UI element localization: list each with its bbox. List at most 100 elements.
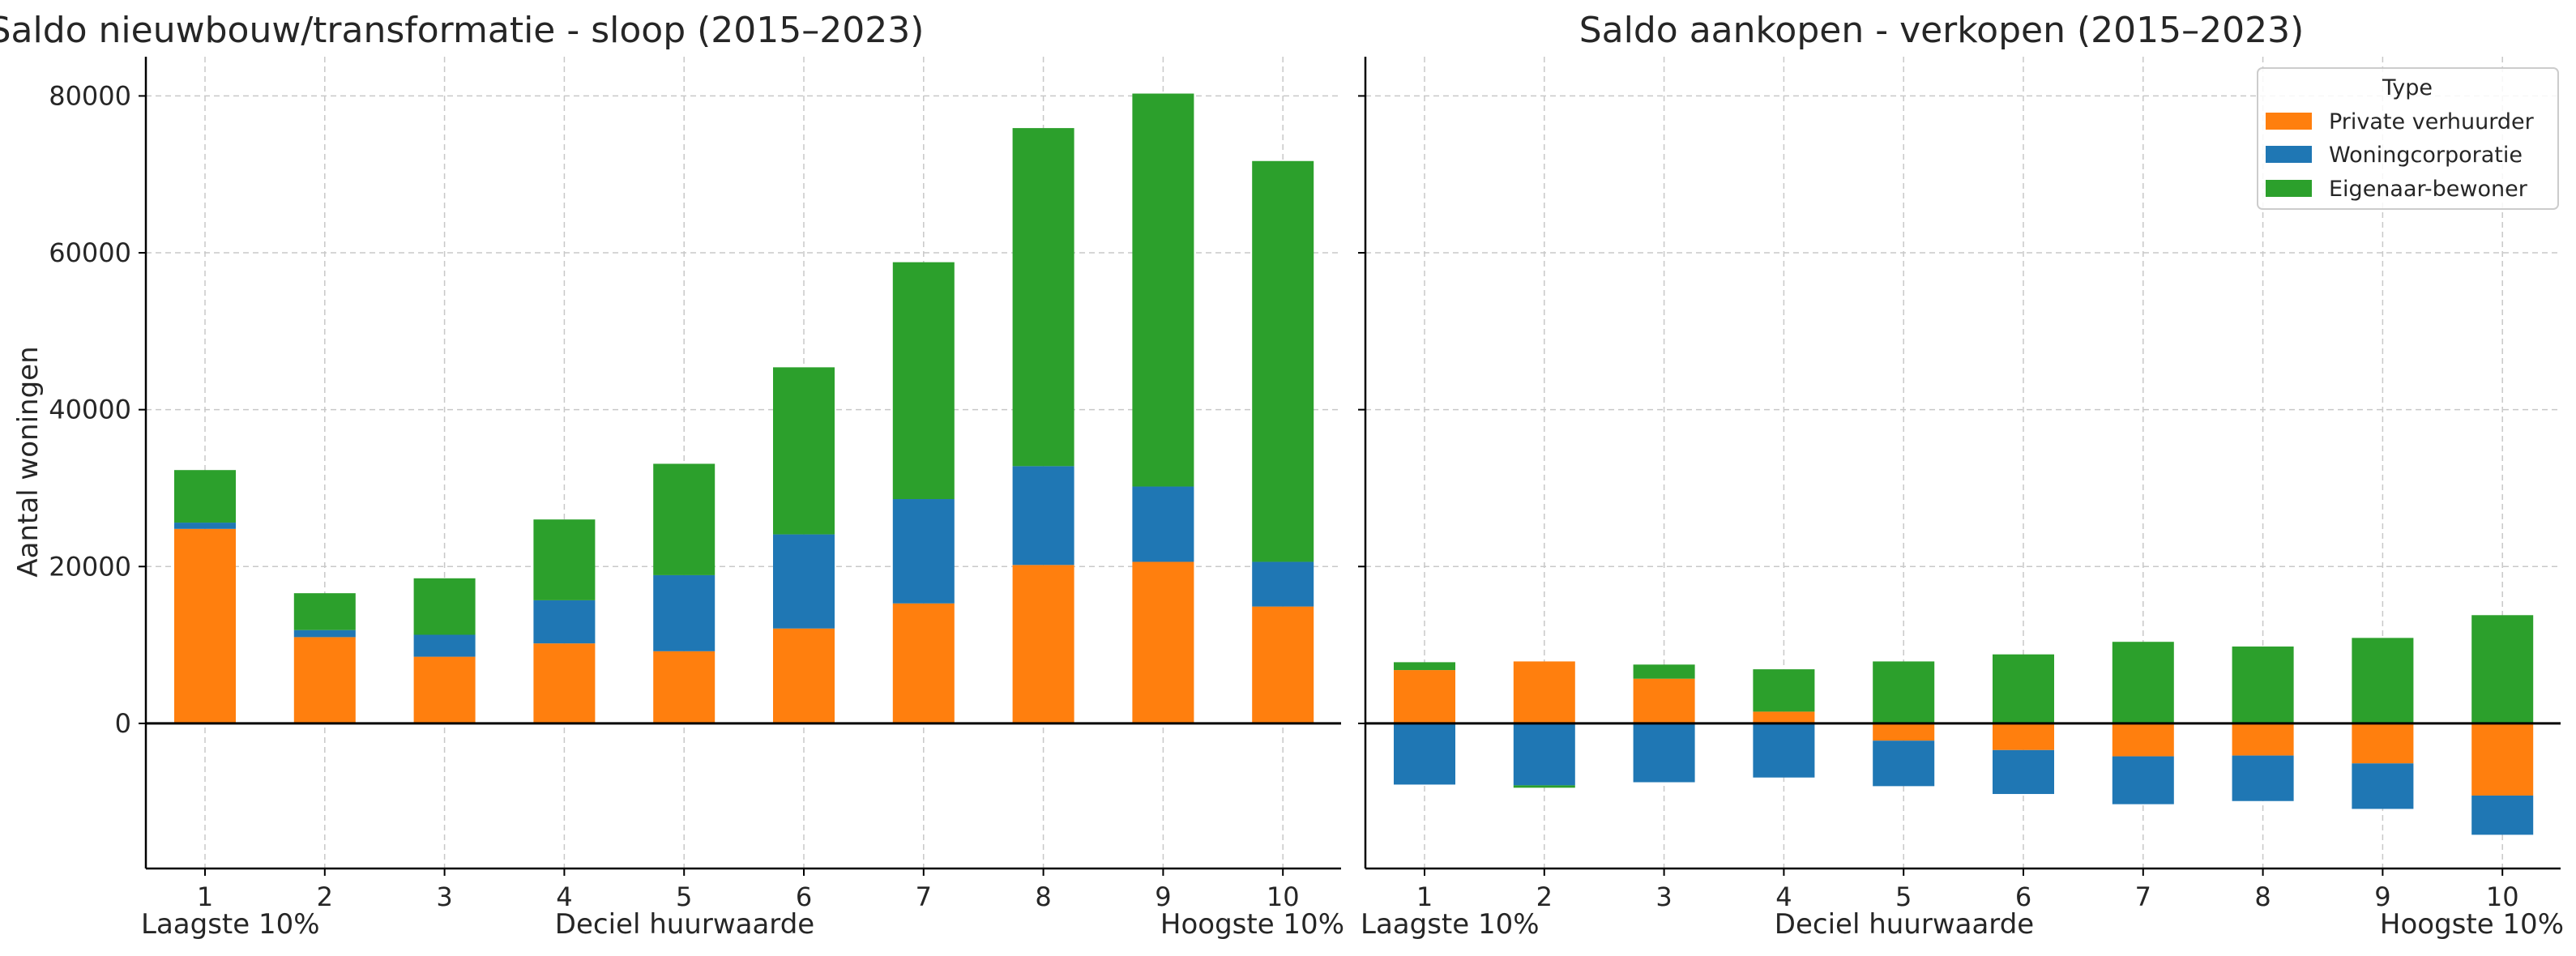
bar-woningcorporatie-decile-9 <box>2352 763 2414 809</box>
bar-private-verhuurder-decile-1 <box>174 528 236 723</box>
bar-woningcorporatie-decile-5 <box>653 574 716 651</box>
bar-private-verhuurder-decile-2 <box>293 637 356 723</box>
bar-eigenaar-bewoner-decile-7 <box>2112 642 2174 723</box>
bar-eigenaar-bewoner-decile-9 <box>1132 93 1194 487</box>
bar-private-verhuurder-decile-3 <box>1633 678 1695 723</box>
bar-private-verhuurder-decile-4 <box>533 643 596 723</box>
left-chart-bars <box>174 93 1314 723</box>
right-chart-title: Saldo aankopen - verkopen (2015–2023) <box>1579 10 2305 51</box>
left-chart-panel: 1 2 3 4 5 6 7 8 9 10 0 20000 40000 60000 80000 Saldo … <box>0 10 1344 941</box>
bar-woningcorporatie-decile-7 <box>2112 756 2174 804</box>
bar-private-verhuurder-decile-9 <box>2352 723 2414 764</box>
bar-eigenaar-bewoner-decile-5 <box>1873 661 1935 723</box>
x-tick-label: 6 <box>796 881 812 912</box>
bar-woningcorporatie-decile-1 <box>1394 723 1455 785</box>
right-chart-bars <box>1394 615 2534 835</box>
bar-private-verhuurder-decile-4 <box>1753 711 1815 723</box>
bar-eigenaar-bewoner-decile-4 <box>1753 669 1815 712</box>
left-chart-grid <box>146 57 1341 869</box>
legend-item-eigenaar-bewoner: Eigenaar-bewoner <box>2266 177 2528 202</box>
bar-woningcorporatie-decile-9 <box>1132 486 1194 562</box>
bar-private-verhuurder-decile-5 <box>1873 723 1935 741</box>
bar-eigenaar-bewoner-decile-3 <box>413 578 476 635</box>
right-chart-x-low-label: Laagste 10% <box>1361 908 1540 941</box>
y-tick-label: 20000 <box>49 551 131 582</box>
x-tick-label: 10 <box>1267 881 1300 912</box>
right-chart-x-ticks: 1 2 3 4 5 6 7 8 9 10 <box>1416 869 2519 912</box>
bar-private-verhuurder-decile-6 <box>1993 723 2054 750</box>
left-chart-x-ticks: 1 2 3 4 5 6 7 8 9 10 <box>197 869 1300 912</box>
left-chart-x-axis-label: Deciel huurwaarde <box>555 908 814 941</box>
bar-private-verhuurder-decile-8 <box>2232 723 2294 756</box>
bar-woningcorporatie-decile-4 <box>1753 723 1815 778</box>
x-tick-label: 4 <box>1775 881 1792 912</box>
bar-eigenaar-bewoner-decile-1 <box>1394 662 1455 671</box>
bar-woningcorporatie-decile-1 <box>174 523 236 529</box>
left-chart-title: Saldo nieuwbouw/transformatie - sloop (2… <box>0 10 924 51</box>
bar-eigenaar-bewoner-decile-10 <box>1252 160 1314 562</box>
x-tick-label: 3 <box>436 881 452 912</box>
bar-eigenaar-bewoner-decile-10 <box>2471 615 2534 723</box>
bar-woningcorporatie-decile-4 <box>533 600 596 644</box>
bar-woningcorporatie-decile-10 <box>2471 795 2534 835</box>
y-tick-label: 40000 <box>49 395 131 425</box>
bar-woningcorporatie-decile-6 <box>1993 749 2054 795</box>
x-tick-label: 7 <box>916 881 932 912</box>
bar-eigenaar-bewoner-decile-4 <box>533 519 596 600</box>
x-tick-label: 4 <box>556 881 572 912</box>
bar-eigenaar-bewoner-decile-8 <box>1012 128 1074 467</box>
bar-woningcorporatie-decile-3 <box>1633 723 1695 783</box>
right-chart-panel: 1 2 3 4 5 6 7 8 9 10 Saldo aankopen - verkopen (2… <box>1358 10 2564 941</box>
legend-label-eigenaar-bewoner: Eigenaar-bewoner <box>2329 177 2528 202</box>
bar-private-verhuurder-decile-10 <box>1252 606 1314 723</box>
x-tick-label: 8 <box>1035 881 1051 912</box>
bar-eigenaar-bewoner-decile-6 <box>773 367 835 535</box>
bar-woningcorporatie-decile-2 <box>293 630 356 638</box>
legend: Type Private verhuurder Woningcorporatie… <box>2257 67 2559 210</box>
legend-swatch-woningcorporatie <box>2266 146 2312 163</box>
bar-eigenaar-bewoner-decile-5 <box>653 463 716 575</box>
x-tick-label: 9 <box>1155 881 1171 912</box>
bar-woningcorporatie-decile-7 <box>892 499 955 604</box>
legend-item-woningcorporatie: Woningcorporatie <box>2266 143 2523 168</box>
bar-private-verhuurder-decile-6 <box>773 628 835 723</box>
bar-eigenaar-bewoner-decile-8 <box>2232 647 2294 723</box>
bar-private-verhuurder-decile-9 <box>1132 561 1194 723</box>
legend-swatch-eigenaar-bewoner <box>2266 180 2312 197</box>
x-tick-label: 5 <box>1895 881 1912 912</box>
right-chart-x-high-label: Hoogste 10% <box>2380 908 2564 941</box>
legend-label-woningcorporatie: Woningcorporatie <box>2329 143 2523 168</box>
x-tick-label: 5 <box>676 881 692 912</box>
bar-woningcorporatie-decile-2 <box>1513 723 1575 786</box>
bar-woningcorporatie-decile-3 <box>413 634 476 657</box>
legend-frame <box>2257 67 2559 210</box>
legend-label-private-verhuurder: Private verhuurder <box>2329 109 2535 134</box>
legend-swatch-private-verhuurder <box>2266 113 2312 130</box>
bar-eigenaar-bewoner-decile-6 <box>1993 654 2054 723</box>
x-tick-label: 3 <box>1655 881 1672 912</box>
bar-eigenaar-bewoner-decile-2 <box>293 593 356 630</box>
x-tick-label: 2 <box>1536 881 1553 912</box>
bar-private-verhuurder-decile-7 <box>2112 723 2174 757</box>
bar-private-verhuurder-decile-3 <box>413 656 476 723</box>
bar-woningcorporatie-decile-6 <box>773 534 835 629</box>
left-chart-y-axis-label: Aantal woningen <box>12 346 45 577</box>
bar-private-verhuurder-decile-8 <box>1012 565 1074 723</box>
bar-private-verhuurder-decile-7 <box>892 603 955 723</box>
bar-woningcorporatie-decile-8 <box>1012 466 1074 565</box>
left-chart-x-high-label: Hoogste 10% <box>1160 908 1344 941</box>
x-tick-label: 8 <box>2254 881 2271 912</box>
x-tick-label: 1 <box>1416 881 1433 912</box>
y-tick-label: 80000 <box>49 80 131 111</box>
bar-eigenaar-bewoner-decile-7 <box>892 262 955 500</box>
bar-eigenaar-bewoner-decile-9 <box>2352 638 2414 723</box>
bar-woningcorporatie-decile-10 <box>1252 561 1314 607</box>
bar-private-verhuurder-decile-10 <box>2471 723 2534 796</box>
left-chart-axes <box>144 57 1341 870</box>
bar-eigenaar-bewoner-decile-1 <box>174 470 236 523</box>
bar-private-verhuurder-decile-5 <box>653 651 716 723</box>
bar-eigenaar-bewoner-decile-3 <box>1633 664 1695 679</box>
x-tick-label: 9 <box>2374 881 2390 912</box>
bar-private-verhuurder-decile-2 <box>1513 661 1575 723</box>
right-chart-y-ticks <box>1358 95 1365 724</box>
